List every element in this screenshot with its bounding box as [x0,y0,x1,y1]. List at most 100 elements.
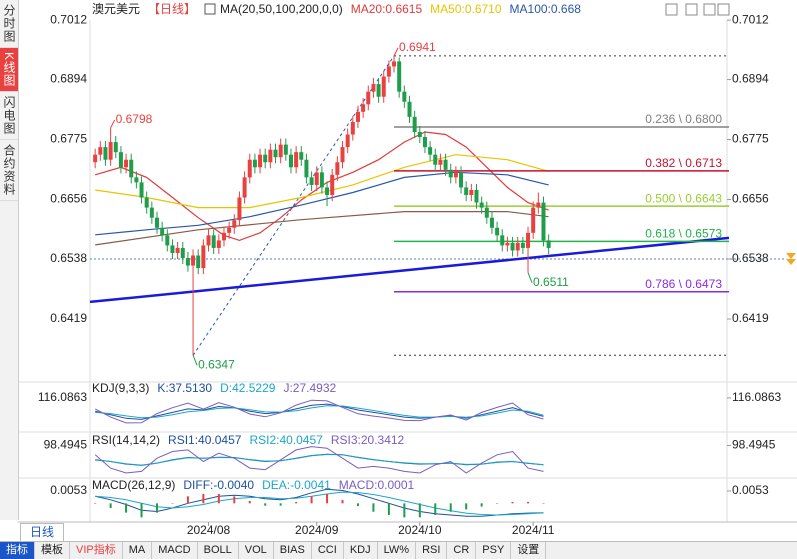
legend-entry: RSI2:40.0457 [249,433,323,447]
candle-body [520,242,525,248]
x-tick-label: 2024/09 [295,523,339,537]
candle-body [541,202,546,241]
candle-body [216,240,221,248]
toolbar-button[interactable]: LW% [378,542,417,559]
candle-body [500,235,505,246]
candle-body [93,154,98,163]
annotation: 0.6511 [533,275,569,289]
candle-body [412,116,417,132]
toolbar-button[interactable]: 模板 [35,542,70,559]
candle-body [443,159,448,170]
toolbar-button[interactable]: 指标 [0,542,35,559]
side-tab[interactable]: 合约资料 [0,140,18,202]
candle-body [464,187,469,196]
candle-body [268,149,273,163]
candle-body [392,61,397,67]
candle-body [330,174,335,196]
annotation: 0.6798 [116,112,153,126]
annotation: 0.6941 [399,40,436,54]
histogram-bar [140,503,143,518]
fib-label: 0.236 \ 0.6800 [645,112,722,126]
candle-body [206,235,211,246]
legend-entry: RSI1:40.0457 [168,433,242,447]
candle-body [211,235,216,248]
histogram-bar [542,503,545,504]
candle-body [345,134,350,148]
y-tick-label: 0.0053 [50,483,87,497]
fib-label: 0.382 \ 0.6713 [645,156,722,170]
y-tick-label: 0.6656 [732,192,769,206]
candle-body [191,255,196,266]
toolbar-button[interactable]: RSI [416,542,448,559]
candle-body [422,137,427,148]
checkbox-icon[interactable] [204,3,216,15]
candle-body [484,207,489,218]
candle-body [361,104,366,112]
toolbar-button[interactable]: MA [123,542,153,559]
side-tab[interactable]: 分时图 [0,0,18,48]
histogram-bar [418,503,421,518]
candle-body [355,111,360,122]
toolbar: 指标 模板 VIP指标 MA MACD BOLL VOL BIAS CCI KDJ LW% RSI CR… [0,541,797,559]
candle-body [433,154,438,165]
candle-body [154,217,159,228]
y-tick-label: 0.6419 [50,311,87,325]
histogram-bar [372,503,375,512]
toolbar-icon[interactable] [685,3,698,16]
toolbar-button[interactable]: PSY [476,542,512,559]
candle-body [531,207,536,233]
side-tab[interactable]: 闪电图 [0,92,18,141]
candle-body [165,235,170,246]
toolbar-button[interactable]: KDJ [344,542,378,559]
candle-body [175,247,180,253]
y-tick-label: 0.6894 [50,72,87,86]
y-tick-label: 0.7012 [50,12,87,26]
histogram-bar [449,503,452,512]
candle-body [160,227,165,236]
histogram-bar [202,494,205,504]
y-tick-label: 116.0863 [38,390,87,404]
candle-body [247,159,252,178]
fib-label: 0.500 \ 0.6643 [645,191,722,205]
candle-body [103,147,108,160]
candle-body [129,159,134,178]
toolbar-button[interactable]: VOL [239,542,274,559]
y-tick-label: 0.6538 [50,251,87,265]
y-tick-label: 98.4945 [732,438,776,452]
period-tab[interactable]: 日线 [20,523,64,541]
y-tick-label: 0.6538 [732,251,769,265]
toolbar-button[interactable]: BIAS [274,542,312,559]
indicator-line [94,446,544,474]
toolbar-button[interactable]: VIP指标 [70,542,123,559]
histogram-bar [465,503,468,510]
toolbar-button[interactable]: BOLL [198,542,239,559]
toolbar-icon[interactable] [665,3,678,16]
toolbar-button[interactable]: CR [447,542,477,559]
candle-body [314,172,319,185]
candle-body [469,189,474,196]
candle-body [309,177,314,185]
candle-body [546,240,551,248]
histogram-bar [171,503,174,504]
candle-body [474,189,479,203]
candle-body [479,202,484,208]
toolbar-button[interactable]: 设置 [511,542,547,559]
indicator-line [95,453,544,466]
side-tab[interactable]: K线图 [0,48,18,93]
candle-body [340,147,345,163]
candle-body [371,84,376,92]
toolbar-button[interactable]: CCI [312,542,344,559]
sidebar: 分时图 K线图 闪电图 合约资料 [0,0,19,520]
legend-entry: MA20:0.6615 [351,2,423,16]
toolbar-icon[interactable] [717,3,730,16]
legend-entry: K:37.5130 [157,381,212,395]
candle-body [453,172,458,178]
histogram-bar [527,501,530,504]
toolbar-icon[interactable] [703,3,716,16]
candle-body [278,144,283,158]
candle-body [98,147,103,155]
toolbar-button[interactable]: MACD [152,542,198,559]
candle-body [459,172,464,188]
trendline [89,236,730,304]
